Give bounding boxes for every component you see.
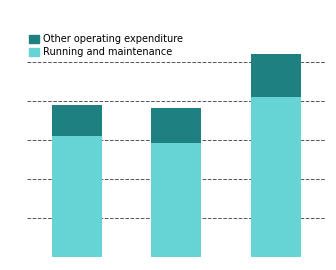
Bar bbox=[152, 143, 201, 256]
Bar bbox=[251, 54, 301, 97]
Bar bbox=[52, 104, 101, 136]
Bar bbox=[52, 136, 101, 256]
Bar bbox=[152, 108, 201, 143]
Bar bbox=[251, 97, 301, 256]
Legend: Other operating expenditure, Running and maintenance: Other operating expenditure, Running and… bbox=[27, 32, 185, 59]
